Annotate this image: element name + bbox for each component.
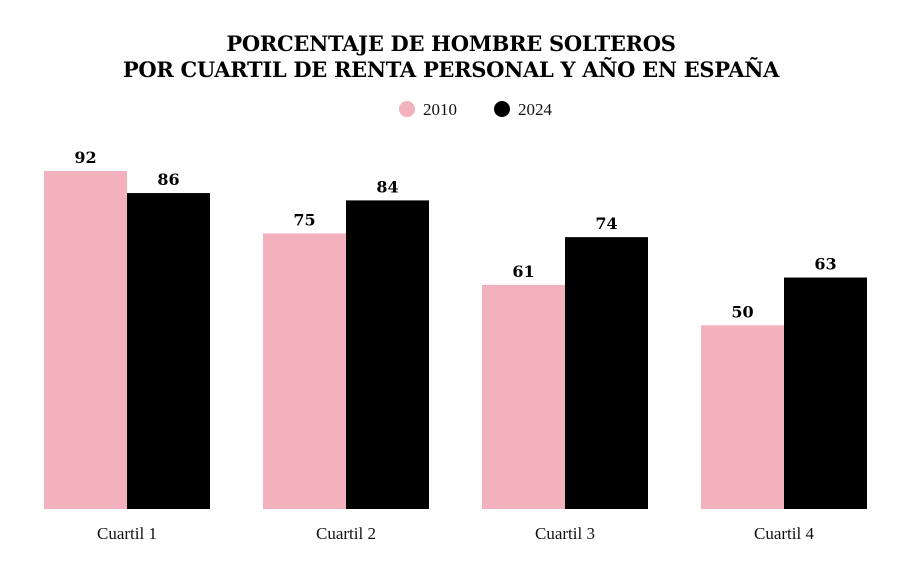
value-label-2024-cuartil-2: 84 xyxy=(376,177,398,196)
bar-2024-cuartil-1 xyxy=(127,193,210,510)
value-label-2024-cuartil-1: 86 xyxy=(157,170,179,189)
bar-2024-cuartil-4 xyxy=(784,277,867,509)
bar-2010-cuartil-3 xyxy=(482,284,565,509)
legend: 2010 2024 xyxy=(399,100,553,119)
bar-2010-cuartil-2 xyxy=(263,233,346,509)
legend-marker-2010 xyxy=(399,101,415,117)
x-tick-label-cuartil-2: Cuartil 2 xyxy=(316,524,376,543)
value-labels: 92 86 75 84 61 74 50 63 xyxy=(74,148,836,321)
bars xyxy=(44,171,867,510)
chart-title-line-1: PORCENTAJE DE HOMBRE SOLTEROS xyxy=(226,31,676,56)
bar-2024-cuartil-2 xyxy=(346,200,429,510)
value-label-2010-cuartil-1: 92 xyxy=(74,148,96,167)
bar-2024-cuartil-3 xyxy=(565,237,648,509)
x-axis-ticks: Cuartil 1 Cuartil 2 Cuartil 3 Cuartil 4 xyxy=(97,524,814,543)
value-label-2010-cuartil-4: 50 xyxy=(731,302,753,321)
x-tick-label-cuartil-4: Cuartil 4 xyxy=(754,524,814,543)
bar-2010-cuartil-4 xyxy=(701,325,784,509)
legend-label-2010: 2010 xyxy=(423,100,457,119)
value-label-2024-cuartil-3: 74 xyxy=(595,214,617,233)
bar-2010-cuartil-1 xyxy=(44,171,127,509)
value-label-2010-cuartil-2: 75 xyxy=(293,210,315,229)
value-label-2010-cuartil-3: 61 xyxy=(512,262,534,281)
chart-title-line-2: POR CUARTIL DE RENTA PERSONAL Y AÑO EN E… xyxy=(122,57,780,82)
legend-marker-2024 xyxy=(494,101,510,117)
legend-label-2024: 2024 xyxy=(518,100,553,119)
x-tick-label-cuartil-3: Cuartil 3 xyxy=(535,524,595,543)
x-tick-label-cuartil-1: Cuartil 1 xyxy=(97,524,157,543)
value-label-2024-cuartil-4: 63 xyxy=(814,255,836,274)
